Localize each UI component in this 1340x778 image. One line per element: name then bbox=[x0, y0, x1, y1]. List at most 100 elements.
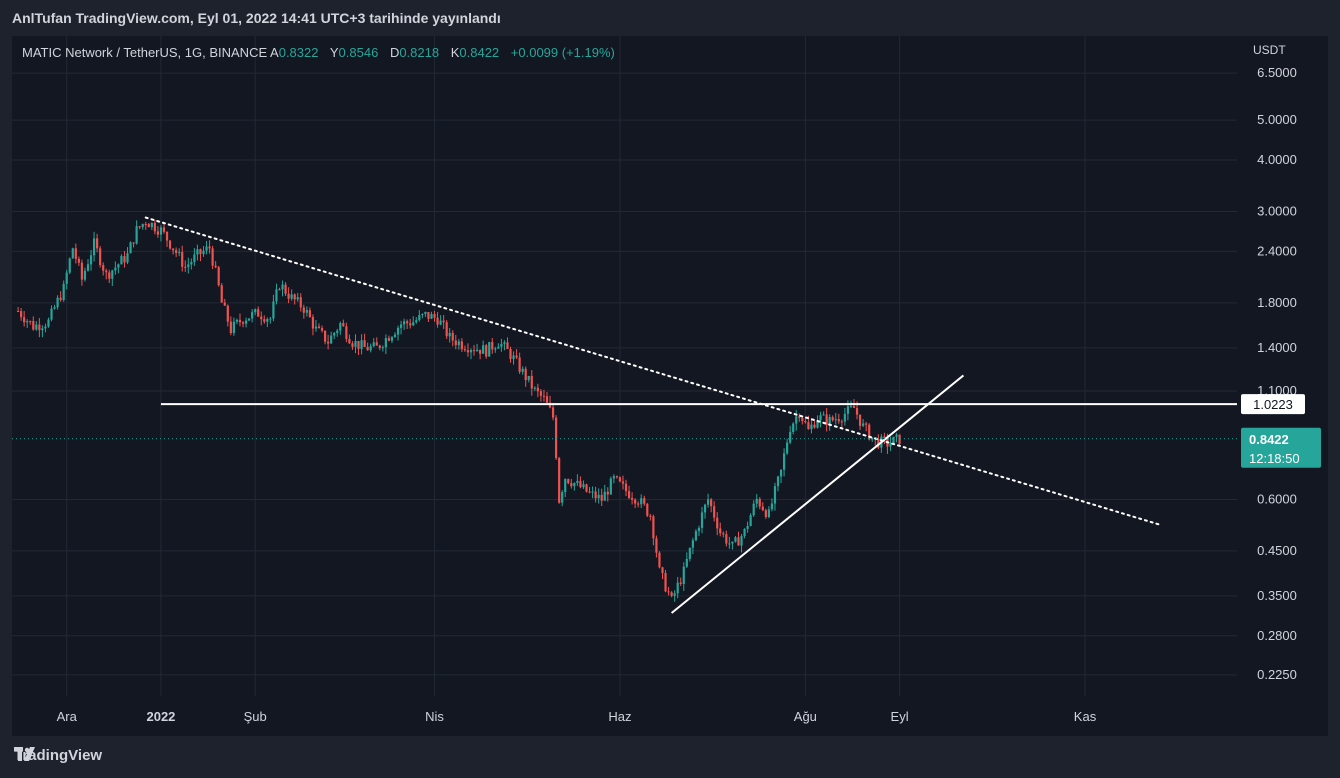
candle-body bbox=[579, 480, 582, 488]
candle-body bbox=[381, 347, 384, 349]
descending-trendline[interactable] bbox=[144, 216, 1163, 527]
ascending-trendline[interactable] bbox=[670, 374, 965, 614]
x-tick-label: Ara bbox=[57, 709, 78, 724]
change-value: +0.0099 (+1.19%) bbox=[510, 45, 615, 60]
candle-body bbox=[320, 328, 324, 331]
candle-body bbox=[317, 326, 321, 329]
candle-body bbox=[217, 267, 220, 286]
candle-body bbox=[89, 255, 93, 265]
candle-body bbox=[323, 330, 327, 342]
candle-body bbox=[652, 516, 655, 539]
candle-body bbox=[746, 525, 749, 529]
candle-body bbox=[624, 483, 628, 492]
candle-body bbox=[83, 270, 87, 280]
candle-body bbox=[551, 407, 555, 418]
x-tick-label: Kas bbox=[1074, 709, 1097, 724]
candle-body bbox=[649, 515, 652, 517]
candle-body bbox=[156, 231, 160, 235]
candle-body bbox=[667, 591, 670, 593]
chart-panel[interactable]: 6.5000 5.0000 4.0000 3.0000 2.4000 1.8000 1.40… bbox=[12, 36, 1328, 736]
candle-body bbox=[740, 536, 743, 546]
candle-body bbox=[603, 491, 606, 501]
candle-body bbox=[764, 510, 767, 518]
candle-body bbox=[26, 321, 29, 323]
close-value: 0.8422 bbox=[459, 45, 500, 60]
candle-body bbox=[822, 414, 825, 416]
candle-body bbox=[275, 289, 278, 302]
candle-body bbox=[348, 338, 351, 344]
candle-body bbox=[454, 340, 457, 346]
candle-body bbox=[372, 342, 375, 347]
candle-body bbox=[497, 346, 500, 349]
candle-body bbox=[530, 375, 533, 389]
candle-body bbox=[843, 413, 846, 422]
candle-body bbox=[162, 227, 166, 232]
candle-body bbox=[576, 480, 579, 483]
candle-body bbox=[898, 434, 901, 444]
footer: TradingView bbox=[14, 747, 102, 764]
y-tick-label: 5.0000 bbox=[1257, 112, 1297, 127]
candle-body bbox=[643, 498, 646, 504]
candle-body bbox=[697, 527, 701, 532]
candle-body bbox=[457, 341, 460, 346]
candle-body bbox=[500, 343, 503, 347]
candle-body bbox=[56, 297, 59, 308]
candle-body bbox=[606, 491, 609, 495]
symbol-title: MATIC Network / TetherUS, 1G, BINANCE bbox=[22, 45, 268, 60]
candle-body bbox=[512, 355, 515, 360]
candle-body bbox=[466, 350, 470, 353]
candle-body bbox=[220, 285, 223, 303]
candle-body bbox=[451, 332, 454, 341]
candle-body bbox=[65, 272, 68, 284]
candle-body bbox=[71, 248, 74, 259]
candle-body bbox=[339, 323, 342, 331]
candle-body bbox=[393, 334, 397, 338]
candle-body bbox=[567, 479, 570, 484]
candle-body bbox=[597, 494, 600, 499]
candle-body bbox=[123, 256, 126, 263]
candle-body bbox=[409, 323, 412, 326]
candle-body bbox=[779, 469, 783, 477]
candle-body bbox=[132, 242, 135, 244]
candle-body bbox=[205, 246, 208, 251]
candle-body bbox=[396, 327, 400, 335]
candle-body bbox=[366, 346, 369, 351]
candle-body bbox=[229, 321, 232, 334]
candle-body bbox=[241, 322, 245, 324]
candle-body bbox=[524, 368, 527, 381]
y-tick-label: 6.5000 bbox=[1257, 65, 1297, 80]
y-tick-label: 2.4000 bbox=[1257, 243, 1297, 258]
candle-body bbox=[825, 414, 828, 426]
candle-body bbox=[314, 326, 318, 329]
x-tick-label: 2022 bbox=[146, 709, 175, 724]
candle-body bbox=[35, 324, 38, 330]
candle-body bbox=[448, 332, 451, 337]
candle-body bbox=[661, 567, 664, 574]
candle-body bbox=[545, 396, 549, 403]
candle-body bbox=[634, 499, 637, 504]
y-tick-label: 0.2250 bbox=[1257, 667, 1297, 682]
x-tick-label: Haz bbox=[608, 709, 631, 724]
x-tick-label: Eyl bbox=[891, 709, 909, 724]
candle-body bbox=[235, 319, 239, 322]
open-value: 0.8322 bbox=[278, 45, 319, 60]
candle-body bbox=[618, 477, 622, 482]
candle-body bbox=[345, 326, 348, 339]
candle-body bbox=[509, 349, 512, 360]
candle-body bbox=[378, 345, 381, 348]
x-tick-label: Şub bbox=[244, 709, 267, 724]
price-chart[interactable]: 6.5000 5.0000 4.0000 3.0000 2.4000 1.8000 1.40… bbox=[12, 36, 1328, 736]
candle-body bbox=[172, 248, 175, 251]
candle-body bbox=[719, 528, 722, 534]
candle-body bbox=[363, 340, 366, 347]
candle-body bbox=[284, 284, 287, 294]
candle-body bbox=[767, 509, 770, 518]
candle-body bbox=[463, 349, 467, 351]
candle-body bbox=[92, 238, 96, 256]
candle-body bbox=[570, 483, 573, 487]
candle-body bbox=[640, 498, 643, 505]
candle-body bbox=[536, 387, 539, 392]
candle-body bbox=[621, 481, 625, 484]
candle-body bbox=[770, 503, 774, 510]
level-price-tag bbox=[1241, 394, 1305, 415]
